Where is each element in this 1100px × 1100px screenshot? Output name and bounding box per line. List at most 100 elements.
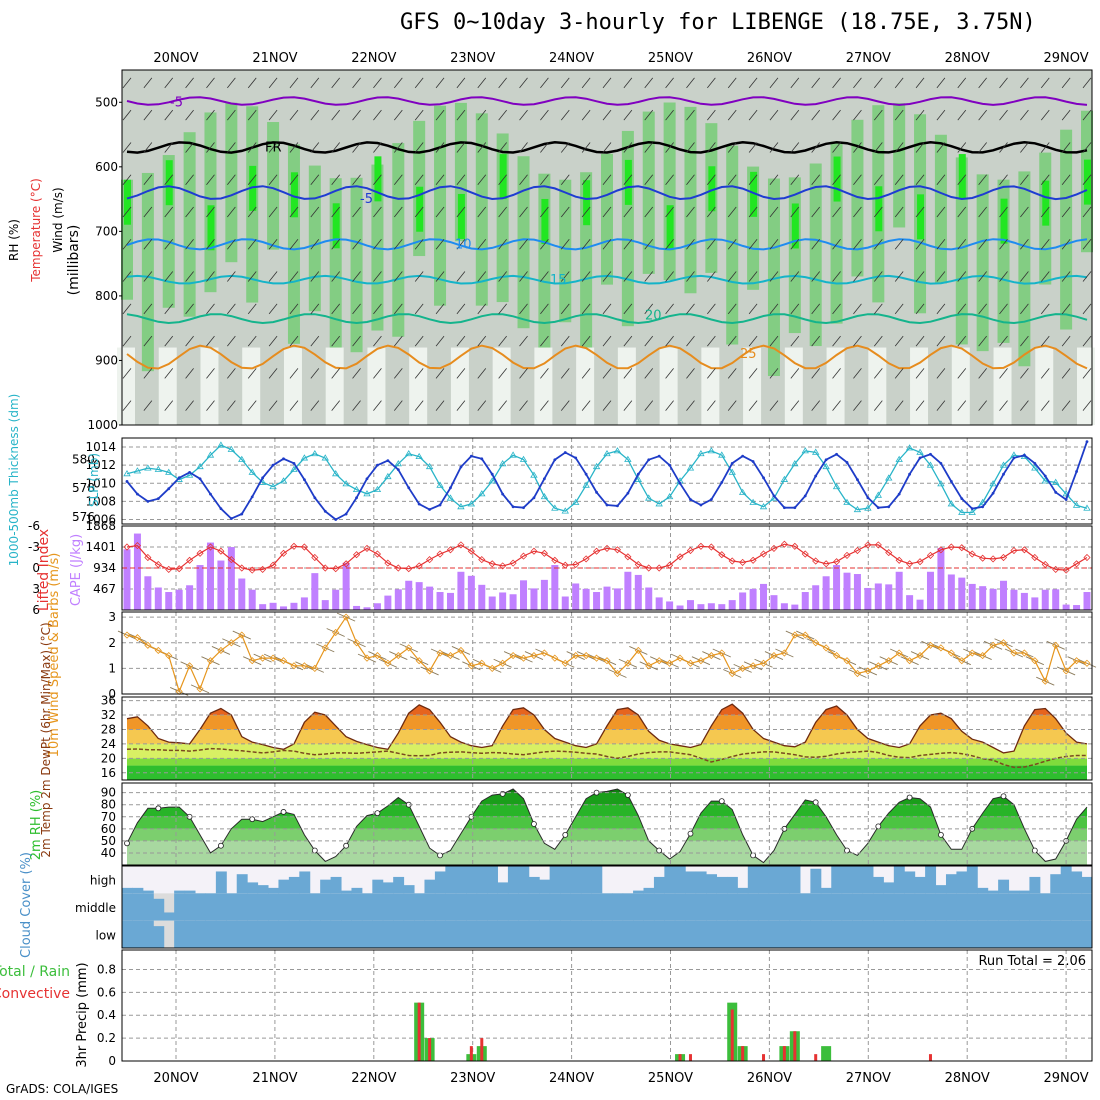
- wind-barb: [602, 335, 612, 347]
- wind-speed-point: [739, 664, 747, 672]
- lifted-index-point: [196, 549, 204, 557]
- wind-barb: [414, 303, 424, 315]
- wind-barb: [1020, 109, 1029, 121]
- rh-shading: [1000, 198, 1008, 244]
- isotherm-label: 15: [550, 273, 567, 288]
- rh-shading: [267, 122, 280, 250]
- cape-bar: [760, 583, 768, 610]
- rh-shading: [666, 205, 674, 251]
- lifted-index-point: [853, 546, 862, 555]
- cloud-bar: [142, 920, 154, 948]
- cloud-bar: [268, 893, 279, 921]
- wind-barb: [957, 239, 967, 250]
- cloud-bar: [768, 893, 780, 921]
- y-axis-label: 10m Wind Speed & Barbs (m/s): [47, 553, 62, 758]
- thickness-point: [290, 465, 298, 472]
- wind-barb: [769, 271, 779, 282]
- y-tick-label: 800: [95, 289, 118, 303]
- wind-barb: [1040, 400, 1050, 411]
- wind-barb: [414, 239, 424, 250]
- cloud-bar: [685, 920, 697, 948]
- slp-point: [522, 506, 525, 510]
- wind-barb: [498, 335, 507, 347]
- cape-bar: [394, 589, 402, 610]
- wind-barb: [727, 303, 737, 315]
- wind-barb: [310, 303, 320, 315]
- wind-barb: [122, 271, 132, 282]
- lifted-index-point: [248, 566, 256, 574]
- cloud-bar: [341, 893, 352, 921]
- y-tick-label: 16: [101, 766, 116, 780]
- wind-barb: [164, 142, 174, 153]
- wind-barb: [915, 400, 925, 411]
- cloud-bar: [977, 920, 989, 948]
- thickness-point: [1031, 464, 1039, 471]
- lifted-index-point: [989, 555, 997, 563]
- cloud-bar: [737, 920, 749, 948]
- lifted-index-point: [916, 558, 924, 566]
- slp-point: [125, 480, 129, 483]
- thickness-point: [352, 485, 361, 492]
- wind-barb: [727, 109, 737, 121]
- thickness-point: [624, 455, 632, 462]
- cloud-bar: [257, 885, 269, 894]
- precip-convective-bar: [741, 1046, 745, 1061]
- cloud-bar: [361, 893, 373, 921]
- wind-speed-point: [467, 662, 475, 670]
- wind-barb: [602, 109, 612, 121]
- lifted-index-point: [405, 565, 413, 573]
- rh-shading: [617, 347, 636, 425]
- date-label-bottom: 22NOV: [351, 1071, 396, 1086]
- cloud-bar: [810, 868, 822, 894]
- cape-bar: [269, 602, 277, 610]
- wind-barb: [999, 335, 1008, 347]
- y-tick-label: 40: [101, 846, 116, 860]
- wind-barb: [1061, 368, 1071, 379]
- wind-barb: [1082, 368, 1092, 379]
- panel-frame: [121, 69, 1093, 426]
- lifted-index-point: [394, 564, 402, 572]
- wind-barb: [560, 400, 570, 411]
- wind-barb: [519, 303, 528, 315]
- y-tick-label: 60: [101, 822, 116, 836]
- wind-barb: [623, 271, 633, 282]
- cloud-bar: [278, 920, 290, 948]
- wind-barb: [393, 303, 403, 315]
- rh-shading: [475, 113, 488, 306]
- cloud-bar: [591, 920, 603, 948]
- wind-barb: [373, 109, 382, 121]
- rh-point: [750, 852, 756, 859]
- wind-speed-point: [843, 657, 851, 665]
- wind-barb: [665, 77, 674, 89]
- cloud-bar: [726, 893, 738, 921]
- y-tick-label-right: 1868: [85, 519, 116, 533]
- cloud-bar: [904, 920, 916, 948]
- wind-barb: [1082, 400, 1092, 411]
- wind-barb: [519, 109, 528, 121]
- y-tick-label: 32: [101, 708, 116, 722]
- cloud-bar: [1039, 920, 1051, 948]
- wind-speed-point: [415, 657, 423, 665]
- cape-bar: [728, 600, 736, 610]
- slp-point: [647, 458, 651, 462]
- wind-barb: [1082, 303, 1092, 315]
- cloud-bar: [560, 920, 571, 948]
- cloud-bar: [685, 871, 697, 894]
- precip-convective-bar: [814, 1054, 818, 1061]
- wind-barb: [790, 77, 800, 89]
- wind-barb: [727, 400, 737, 411]
- slp-point: [1075, 470, 1078, 473]
- cape-bar: [958, 577, 966, 610]
- rh-shading: [207, 205, 215, 251]
- cloud-bar: [184, 920, 196, 948]
- cloud-bar: [236, 893, 248, 921]
- thickness-point: [446, 494, 455, 501]
- wind-barb: [206, 335, 215, 347]
- wind-speed-point: [822, 644, 830, 652]
- slp-point: [365, 477, 369, 481]
- cape-bar: [259, 604, 267, 610]
- wind-barb: [435, 77, 445, 89]
- cloud-bar: [935, 885, 947, 894]
- thickness-point: [300, 454, 309, 461]
